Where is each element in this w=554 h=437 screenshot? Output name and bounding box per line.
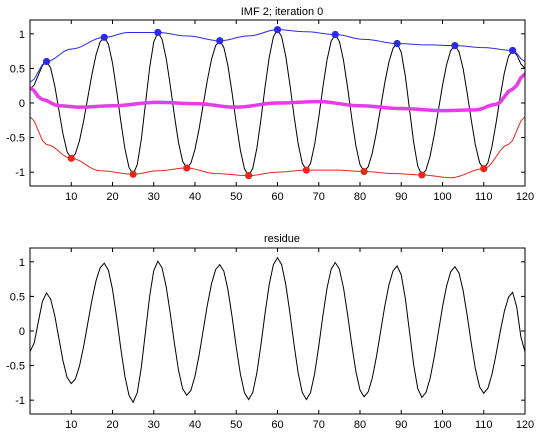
bottom-xtick-label-1: 20 — [106, 419, 118, 431]
top-xtick-label-1: 20 — [106, 191, 118, 203]
top-xtick-label-6: 70 — [313, 191, 325, 203]
top-max-marker-6 — [393, 39, 401, 48]
top-max-marker-4 — [273, 26, 282, 34]
top-xtick-label-10: 110 — [475, 191, 493, 203]
top-max-marker-2 — [154, 28, 162, 37]
top-xtick-label-3: 40 — [189, 191, 201, 203]
top-min-marker-0 — [67, 154, 75, 162]
bottom-ytick-label-3: -0.5 — [6, 361, 25, 373]
top-mean-envelope-line — [30, 72, 525, 113]
bottom-xtick-label-11: 120 — [516, 419, 534, 431]
top-xtick-label-5: 60 — [271, 191, 283, 203]
top-min-marker-6 — [418, 171, 426, 179]
bottom-xtick-label-7: 80 — [354, 419, 366, 431]
top-max-marker-1 — [100, 33, 108, 41]
bottom-chart-title: residue — [264, 233, 300, 245]
top-chart: 10 20 30 40 50 60 70 80 90 100 110 120 1 0.5 0 -0.5 -1 — [6, 19, 534, 203]
top-xtick-label-11: 120 — [516, 191, 534, 203]
top-plot-area — [30, 26, 525, 180]
top-xtick-label-4: 50 — [230, 191, 242, 203]
top-xtick-label-0: 10 — [65, 191, 77, 203]
top-max-marker-5 — [331, 30, 339, 39]
top-lower-envelope-line — [30, 116, 525, 179]
top-chart-title: IMF 2; iteration 0 — [241, 6, 324, 18]
top-max-marker-0 — [42, 57, 51, 66]
bottom-ytick-label-0: 1 — [19, 257, 25, 269]
top-ytick-label-1: 0.5 — [10, 63, 25, 75]
top-min-marker-5 — [360, 167, 368, 176]
top-min-marker-1 — [129, 170, 137, 178]
top-ytick-label-0: 1 — [19, 29, 25, 41]
bottom-ytick-label-1: 0.5 — [10, 291, 25, 303]
bottom-residue-line — [30, 256, 525, 404]
bottom-xtick-label-10: 110 — [475, 419, 493, 431]
bottom-xtick-label-0: 10 — [65, 419, 77, 431]
top-min-marker-4 — [302, 166, 310, 174]
bottom-xtick-label-2: 30 — [148, 419, 160, 431]
bottom-xtick-label-4: 50 — [230, 419, 242, 431]
top-xtick-label-7: 80 — [354, 191, 366, 203]
top-max-marker-7 — [451, 41, 459, 50]
top-min-marker-3 — [245, 172, 253, 180]
top-ytick-label-3: -0.5 — [6, 133, 25, 145]
top-max-marker-8 — [509, 46, 517, 55]
top-max-marker-3 — [216, 37, 224, 45]
top-xtick-label-2: 30 — [148, 191, 160, 203]
bottom-ytick-label-2: 0 — [19, 326, 25, 338]
top-ytick-label-4: -1 — [15, 167, 25, 179]
top-xtick-label-8: 90 — [395, 191, 407, 203]
bottom-xtick-label-5: 60 — [271, 419, 283, 431]
top-xtick-label-9: 100 — [433, 191, 451, 203]
top-min-marker-2 — [183, 164, 191, 172]
bottom-xtick-label-9: 100 — [433, 419, 451, 431]
bottom-chart: 10 20 30 40 50 60 70 80 90 100 110 120 1 0.5 0 -0.5 -1 — [6, 247, 534, 431]
bottom-xtick-label-3: 40 — [189, 419, 201, 431]
top-min-marker-7 — [480, 165, 488, 173]
bottom-xtick-label-6: 70 — [313, 419, 325, 431]
bottom-xtick-label-8: 90 — [395, 419, 407, 431]
bottom-ytick-label-4: -1 — [15, 395, 25, 407]
top-ytick-label-2: 0 — [19, 98, 25, 110]
bottom-plot-area — [30, 256, 525, 404]
